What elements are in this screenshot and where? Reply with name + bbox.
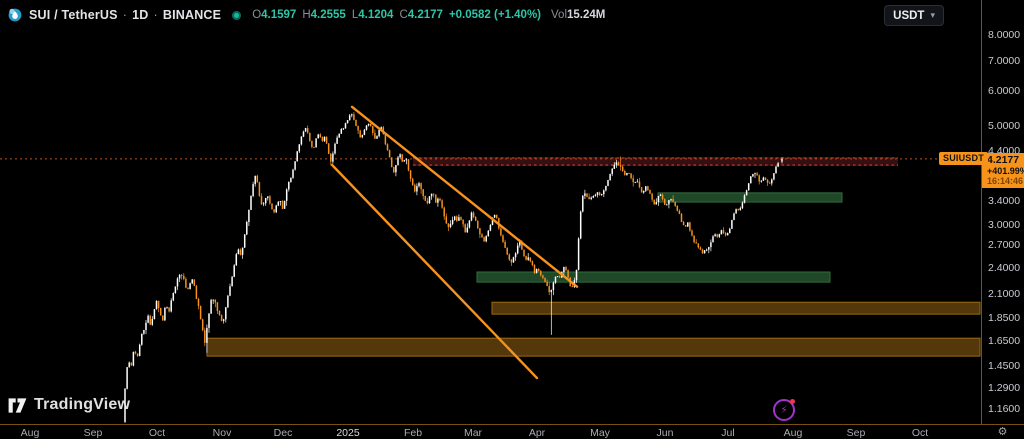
price-tick: 1.8500 [988, 312, 1021, 325]
chart-pane[interactable] [0, 0, 981, 424]
price-tick: 3.4000 [988, 194, 1021, 207]
exchange-label: BINANCE [162, 8, 222, 22]
price-tick: 8.0000 [988, 29, 1021, 41]
time-tick: Oct [911, 427, 929, 439]
time-tick: Jun [656, 427, 674, 439]
volume-value: 15.24M [567, 9, 606, 21]
open-value: 4.1597 [261, 9, 297, 21]
timeframe-label: 1D [132, 8, 149, 22]
price-tick: 5.0000 [988, 119, 1021, 132]
price-tick: 1.6500 [988, 334, 1021, 347]
tradingview-logo-icon [8, 397, 27, 414]
candles-layer [124, 112, 783, 423]
high-value: 4.2555 [310, 9, 346, 21]
price-tick: 6.0000 [988, 84, 1021, 97]
time-tick: 2025 [336, 427, 360, 439]
bar-countdown: 16:14:46 [987, 175, 1024, 186]
current-price-label: 4.2177 +401.99% 16:14:46 [982, 152, 1024, 188]
time-tick: Sep [83, 427, 103, 439]
lightning-bolt-icon: ⚡ [780, 404, 788, 416]
symbol-title[interactable]: SUI / TetherUS · 1D · BINANCE [29, 8, 222, 22]
price-tick: 2.7000 [988, 239, 1021, 252]
change-value: +0.0582 (+1.40%) [448, 9, 542, 21]
price-tick: 2.4000 [988, 262, 1021, 275]
price-axis[interactable]: 4.2177 +401.99% 16:14:46 8.0000 7.0000 6.0… [981, 0, 1024, 424]
tradingview-watermark[interactable]: TradingView [8, 396, 130, 414]
price-tick: 1.2900 [988, 382, 1021, 395]
low-value: 4.1204 [358, 9, 394, 21]
time-tick: Mar [463, 427, 483, 439]
currency-toggle-button[interactable]: USDT ▾ [884, 5, 944, 26]
market-status-icon [232, 10, 242, 20]
ohlc-values: O4.1597 H4.2555 L4.1204 C4.2177 +0.0582 … [252, 9, 606, 21]
time-tick: May [590, 427, 610, 439]
time-tick: Jul [721, 427, 735, 439]
time-tick: Nov [212, 427, 232, 439]
channel-upper[interactable] [350, 105, 579, 288]
notification-dot [790, 399, 795, 404]
time-tick: Dec [273, 427, 293, 439]
time-tick: Aug [783, 427, 803, 439]
chart-legend: SUI / TetherUS · 1D · BINANCE O4.1597 H4… [8, 6, 605, 24]
demand-zone-deep[interactable] [206, 337, 981, 357]
time-axis[interactable]: Aug Sep Oct Nov Dec 2025 Feb Mar Apr May Jun Jul Aug… [0, 424, 1024, 439]
demand-zone-low[interactable] [491, 301, 981, 315]
price-tick: 1.1600 [988, 402, 1021, 415]
chevron-down-icon: ▾ [930, 10, 935, 20]
time-tick: Apr [528, 427, 546, 439]
time-tick: Sep [846, 427, 866, 439]
price-line-symbol-tag[interactable]: SUIUSDT [939, 151, 988, 165]
resistance-zone[interactable] [413, 157, 898, 167]
price-tick: 7.0000 [988, 54, 1021, 67]
time-tick: Aug [20, 427, 40, 439]
time-tick: Feb [403, 427, 423, 439]
price-tick: 2.1000 [988, 287, 1021, 300]
demand-zone-upper[interactable] [657, 192, 843, 203]
time-tick: Oct [148, 427, 166, 439]
change-percent-label: +401.99% [987, 165, 1024, 176]
channel-lower[interactable] [330, 163, 539, 380]
close-value: 4.2177 [407, 9, 443, 21]
gear-icon: ⚙ [997, 426, 1008, 438]
demand-zone-mid[interactable] [476, 271, 831, 283]
price-tick: 1.4500 [988, 359, 1021, 372]
axis-settings-button[interactable]: ⚙ [981, 424, 1024, 439]
price-tick: 3.0000 [988, 218, 1021, 231]
sui-coin-icon [8, 8, 22, 22]
alerts-widget-button[interactable]: ⚡ [773, 399, 795, 421]
